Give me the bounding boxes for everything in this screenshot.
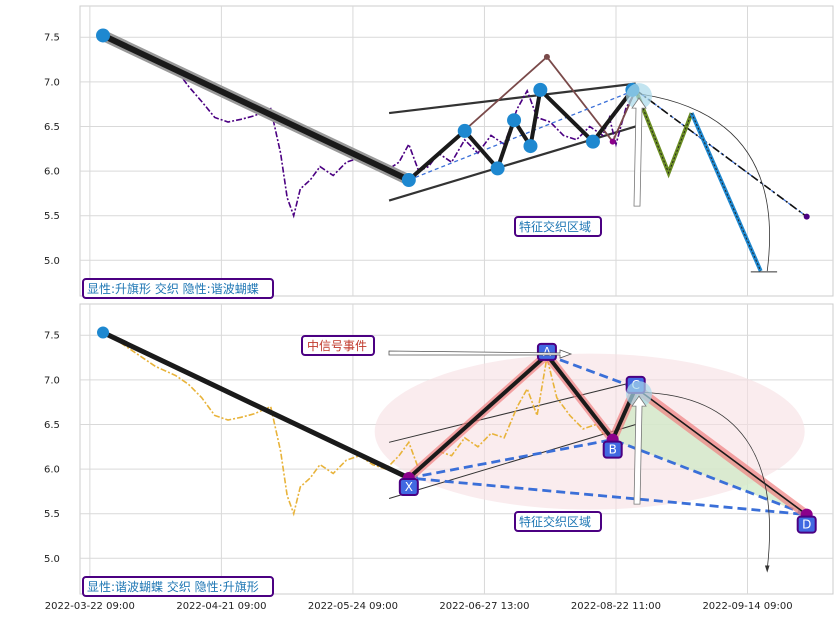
xa-leg — [101, 32, 411, 183]
x-tick-label: 2022-03-22 09:00 — [45, 601, 135, 612]
target-arc — [642, 93, 771, 272]
pattern-node — [457, 123, 472, 138]
projection-dashed — [408, 89, 808, 218]
y-tick-label: 5.0 — [44, 256, 60, 267]
projection-dashdot — [635, 89, 808, 218]
zone-highlight — [625, 83, 652, 110]
cd-leg — [635, 387, 808, 516]
arc-arrowhead — [764, 565, 770, 573]
channel-line — [388, 381, 636, 443]
xabcd-node-label: B — [609, 443, 617, 457]
zone-arrow — [631, 97, 647, 207]
pattern-node — [507, 113, 522, 128]
target-arc — [642, 391, 771, 570]
channel-line — [388, 423, 636, 500]
xabcd-node-box — [398, 478, 419, 496]
flag-zigzag — [407, 87, 634, 182]
projection-blue-dash — [691, 112, 762, 272]
legend-label: 显性:升旗形 交织 隐性:谐波蝴蝶 — [87, 281, 259, 296]
ac-dashed — [546, 353, 637, 390]
x-axis: 2022-03-22 09:00 2022-04-21 09:00 2022-05-… — [45, 601, 793, 612]
pattern-node — [523, 139, 538, 154]
xabcd-node-label: D — [802, 518, 811, 532]
zone-label-box — [514, 216, 602, 237]
x-tick-label: 2022-09-14 09:00 — [702, 601, 792, 612]
projection-green-dash — [635, 89, 693, 175]
zone-label: 特征交织区域 — [519, 219, 591, 234]
zone-arrow — [631, 395, 647, 505]
bottom-panel: 5.05.56.06.57.07.5XABCD中信号事件特征交织区域显性:谐波蝴… — [44, 303, 834, 597]
xabcd-node-box — [536, 342, 557, 361]
price-series — [99, 330, 610, 517]
y-tick-label: 6.5 — [44, 420, 60, 431]
y-tick-label: 5.0 — [44, 554, 60, 565]
x-tick-label: 2022-08-22 11:00 — [571, 601, 661, 612]
target-endpoint — [803, 213, 810, 220]
xa-leg — [101, 330, 410, 481]
legend-box — [82, 576, 274, 597]
legend-box — [82, 278, 274, 299]
y-tick-label: 5.5 — [44, 509, 60, 520]
xabcd-node-label: X — [405, 480, 413, 494]
legend-label: 显性:谐波蝴蝶 交织 隐性:升旗形 — [87, 579, 259, 594]
x-tick-label: 2022-06-27 13:00 — [439, 601, 529, 612]
channel-line — [388, 82, 636, 115]
y-tick-label: 7.0 — [44, 375, 60, 386]
y-tick-label: 7.0 — [44, 77, 60, 88]
zone-highlight — [625, 381, 652, 408]
pattern-node — [585, 134, 600, 149]
event-arrow — [388, 349, 573, 359]
a-point-marker — [543, 53, 550, 60]
y-tick-label: 6.0 — [44, 465, 60, 476]
xabcd-node-box — [796, 515, 817, 534]
xabcd-node-label: A — [543, 345, 552, 359]
event-label: 中信号事件 — [307, 338, 367, 353]
x-tick-label: 2022-05-24 09:00 — [308, 601, 398, 612]
y-tick-label: 7.5 — [44, 33, 60, 44]
y-tick-label: 6.0 — [44, 167, 60, 178]
y-tick-label: 7.5 — [44, 331, 60, 342]
zone-label: 特征交织区域 — [519, 514, 591, 529]
b-point-marker — [609, 138, 616, 145]
zone-label-box — [514, 511, 602, 532]
pattern-node — [401, 173, 416, 187]
plot-area — [79, 5, 834, 297]
pattern-node — [96, 28, 111, 43]
x-tick-label: 2022-04-21 09:00 — [176, 601, 266, 612]
event-label-box — [301, 335, 375, 356]
pattern-node — [533, 82, 548, 97]
xabcd-node-box — [602, 440, 623, 459]
y-tick-label: 6.5 — [44, 122, 60, 133]
xbd-dashed — [408, 438, 808, 516]
butterfly-outline — [408, 55, 637, 181]
start-node — [97, 326, 110, 339]
y-tick-label: 5.5 — [44, 211, 60, 222]
pattern-node — [490, 161, 505, 176]
xabcd-path — [407, 352, 638, 480]
